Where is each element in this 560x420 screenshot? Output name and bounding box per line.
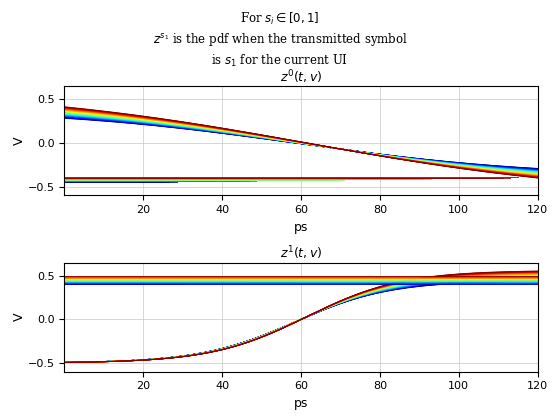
Text: For $s_i \in [0, 1]$: For $s_i \in [0, 1]$ bbox=[240, 10, 320, 26]
Text: $z^{s_1}$ is the pdf when the transmitted symbol
is $s_1$ for the current UI: $z^{s_1}$ is the pdf when the transmitte… bbox=[152, 32, 408, 69]
Title: $z^{0}(t, v)$: $z^{0}(t, v)$ bbox=[280, 68, 322, 86]
Title: $z^{1}(t, v)$: $z^{1}(t, v)$ bbox=[280, 245, 322, 262]
Y-axis label: V: V bbox=[13, 313, 26, 321]
X-axis label: ps: ps bbox=[294, 220, 308, 234]
X-axis label: ps: ps bbox=[294, 397, 308, 410]
Y-axis label: V: V bbox=[13, 136, 26, 145]
